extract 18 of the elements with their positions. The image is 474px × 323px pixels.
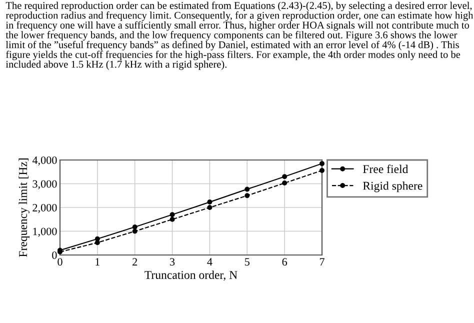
y-axis-title: Frequency limit [Hz] bbox=[18, 158, 30, 257]
x-tick-label: 7 bbox=[320, 258, 324, 266]
x-tick-label: 4 bbox=[207, 258, 212, 266]
x-tick-label: 3 bbox=[170, 258, 175, 266]
y-tick-label: 0 bbox=[52, 251, 57, 259]
x-tick-label: 2 bbox=[132, 258, 138, 266]
y-tick-label: 2,000 bbox=[32, 204, 57, 214]
text: The required reproduction order can be estimated from Equations (2.43)-(2.45), by selecting a desired error level, reproduction radius and frequency limit. Consequently, for a given reproduction order, one can estimate how high in frequency one will have a sufficiently small error. Thus, higher order HOA signals will not contribute much to the lower frequency bands, and the low frequency components can be filtered out. Figure 3.6 shows the lower limit of the ”useful frequency bands” as defined by Daniel, estimated with an error level of 4% (-14 dB) . This figure yields the cut-off frequencies for the high-pass filters. For example, the 4th order modes only need to be included above 1.5 kHz (1.7 kHz with a rigid sphere). bbox=[6, 2, 474, 70]
y-tick-label: 3,000 bbox=[32, 180, 57, 190]
legend-label: Free field bbox=[362, 164, 408, 174]
x-tick-label: 6 bbox=[282, 258, 288, 266]
x-axis-title: Truncation order, N bbox=[144, 270, 238, 281]
x-tick-label: 1 bbox=[96, 258, 100, 266]
y-tick-label: 4,000 bbox=[32, 156, 57, 166]
y-tick-label: 1,000 bbox=[33, 228, 57, 237]
x-tick-label: 5 bbox=[245, 258, 250, 266]
legend-label: Rigid sphere bbox=[362, 181, 422, 192]
x-tick-label: 0 bbox=[58, 258, 62, 266]
